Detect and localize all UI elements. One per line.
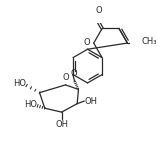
Text: CH₃: CH₃ [141,37,157,46]
Text: HO: HO [24,100,37,109]
Text: O: O [62,73,69,82]
Text: OH: OH [55,120,68,129]
Text: O: O [96,6,102,15]
Text: O: O [70,69,77,78]
Text: HO: HO [13,80,26,89]
Text: O: O [84,38,90,47]
Text: OH: OH [85,97,98,106]
